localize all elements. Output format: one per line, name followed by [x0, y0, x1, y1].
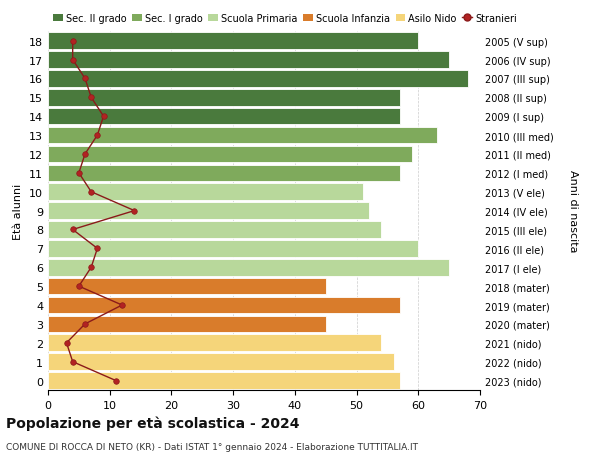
Bar [48, 33, 418, 50]
Bar [48, 90, 400, 106]
Bar [48, 184, 363, 201]
Bar [48, 353, 394, 370]
Bar [48, 128, 437, 144]
Bar [48, 109, 400, 125]
Bar [48, 259, 449, 276]
Legend: Sec. II grado, Sec. I grado, Scuola Primaria, Scuola Infanzia, Asilo Nido, Stran: Sec. II grado, Sec. I grado, Scuola Prim… [53, 14, 517, 24]
Bar [48, 278, 326, 295]
Y-axis label: Età alunni: Età alunni [13, 183, 23, 239]
Bar [48, 316, 326, 332]
Bar [48, 297, 400, 313]
Bar [48, 203, 369, 219]
Bar [48, 335, 381, 351]
Bar [48, 241, 418, 257]
Y-axis label: Anni di nascita: Anni di nascita [568, 170, 577, 252]
Bar [48, 146, 412, 163]
Bar [48, 71, 467, 88]
Text: COMUNE DI ROCCA DI NETO (KR) - Dati ISTAT 1° gennaio 2024 - Elaborazione TUTTITA: COMUNE DI ROCCA DI NETO (KR) - Dati ISTA… [6, 442, 418, 451]
Bar [48, 372, 400, 389]
Bar [48, 52, 449, 69]
Bar [48, 165, 400, 182]
Bar [48, 222, 381, 238]
Text: Popolazione per età scolastica - 2024: Popolazione per età scolastica - 2024 [6, 415, 299, 430]
